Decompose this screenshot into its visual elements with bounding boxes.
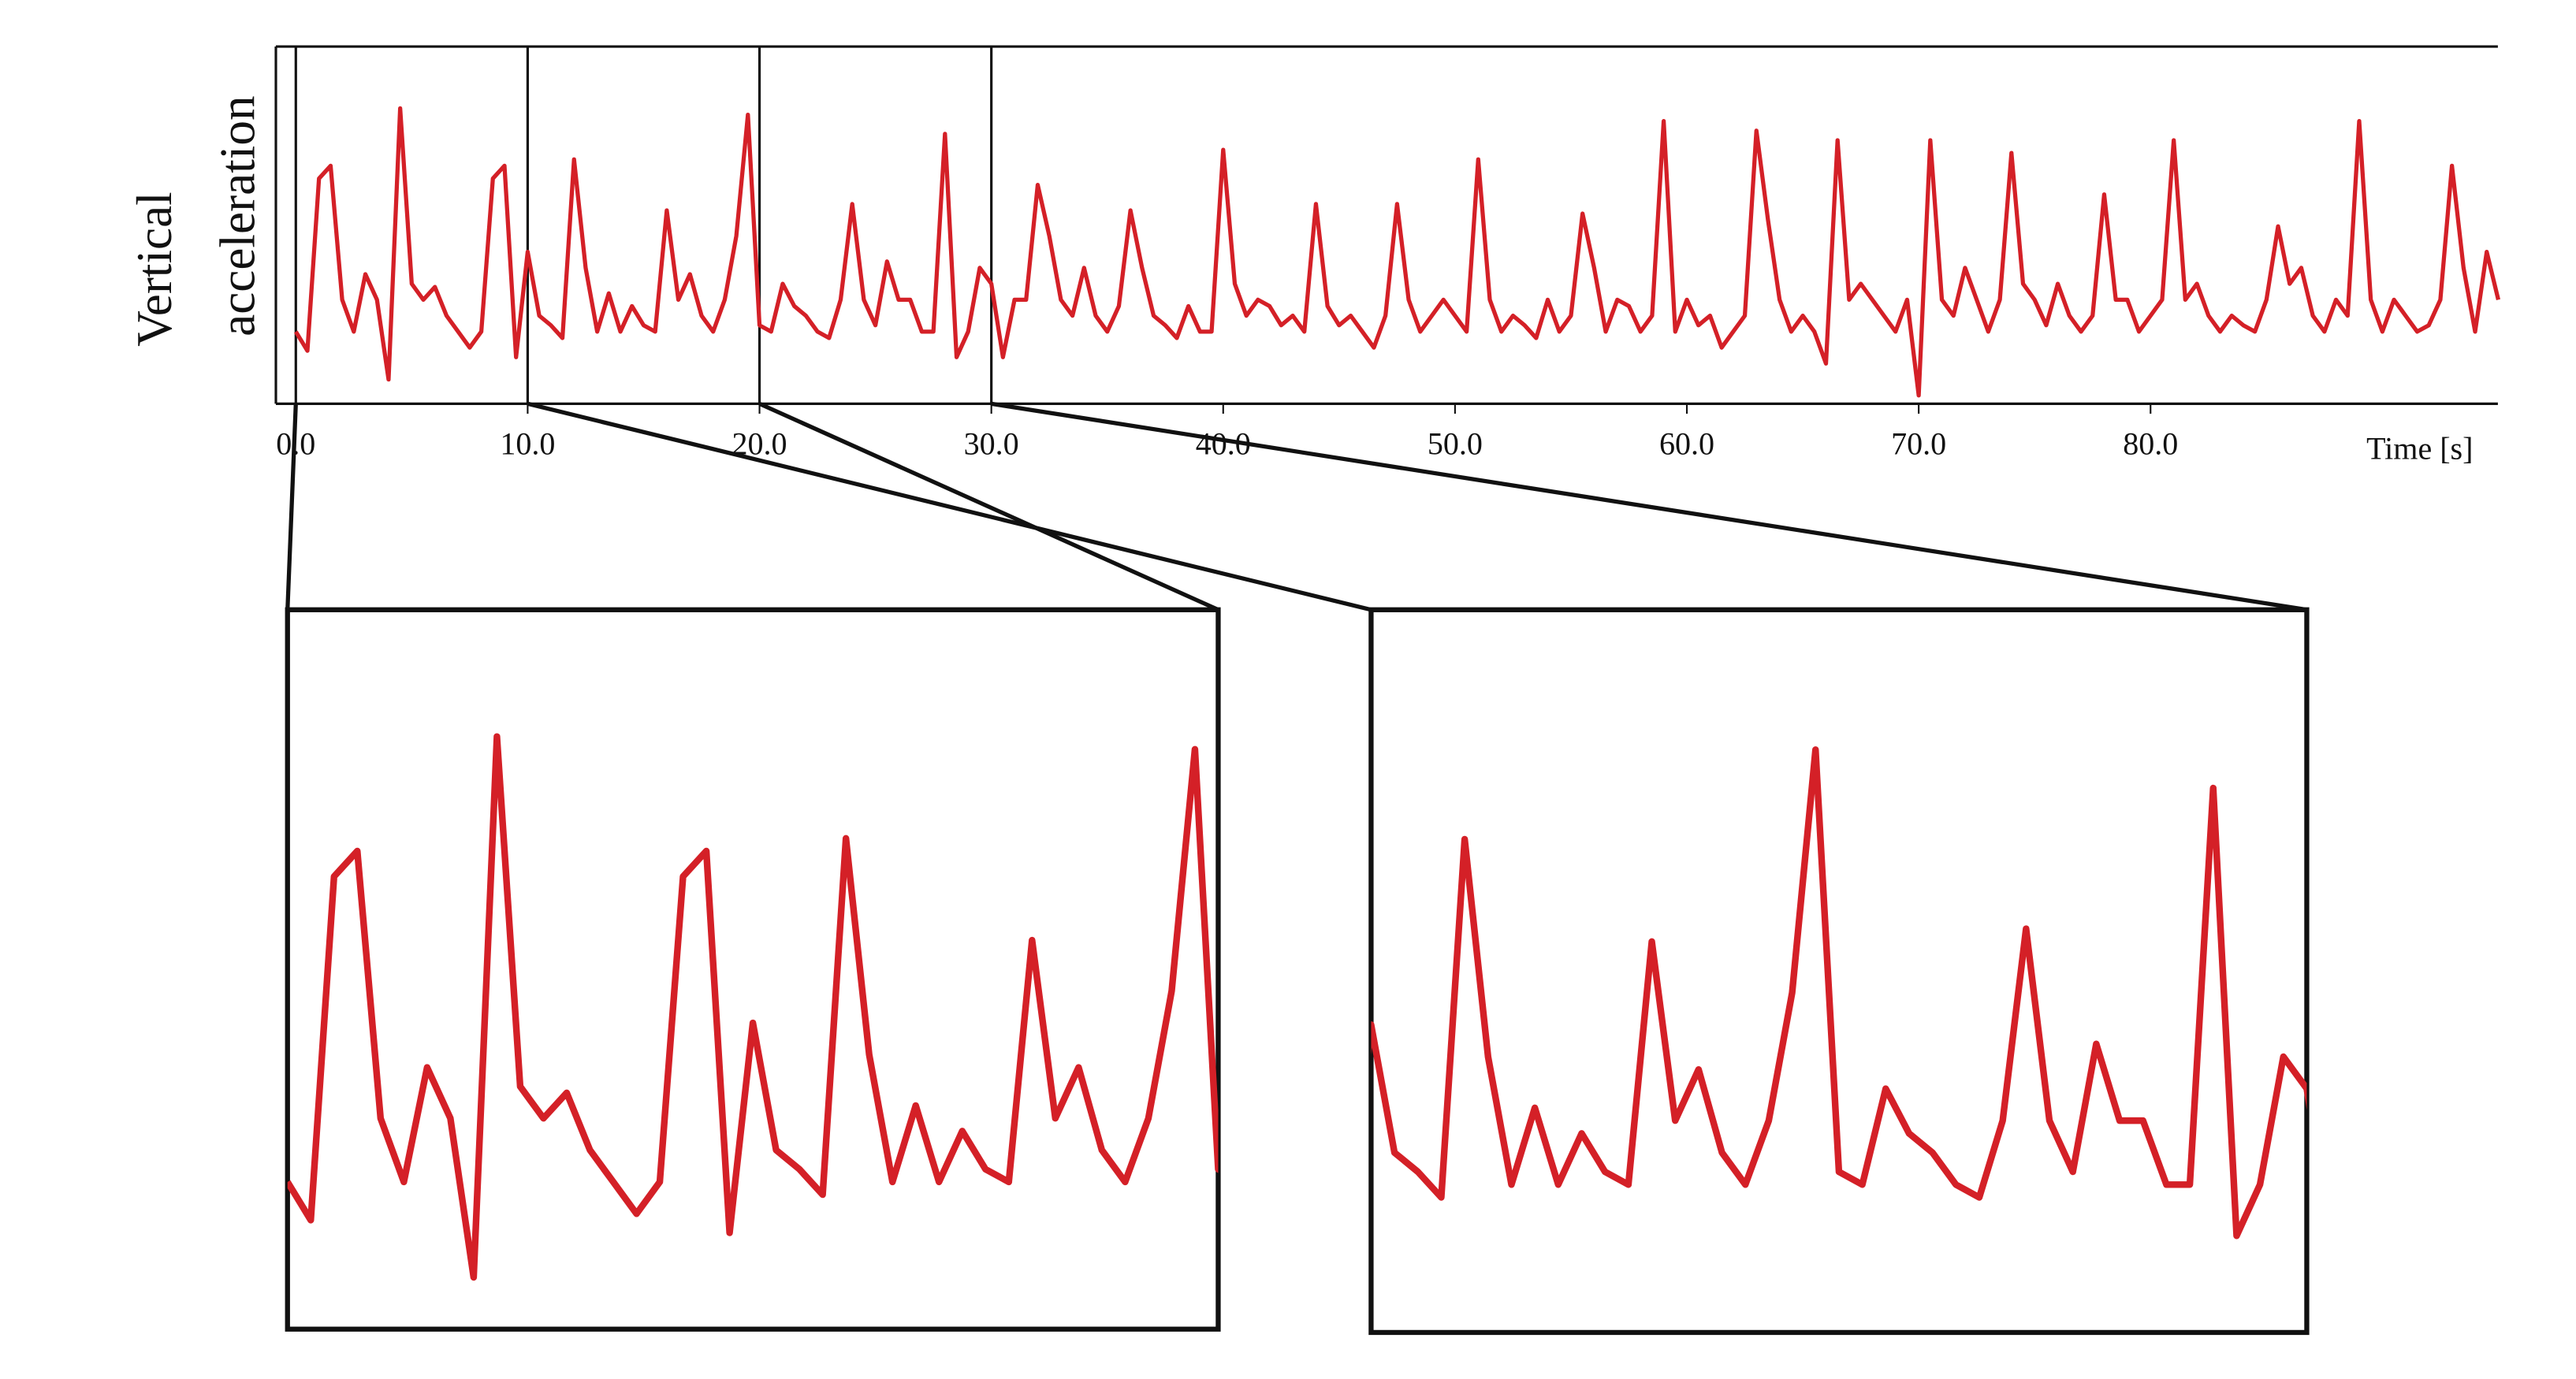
inset-frame xyxy=(285,607,1221,1332)
data-line xyxy=(294,106,2500,398)
zoom-connector xyxy=(991,401,2307,612)
x-axis-label: Time [s] xyxy=(2366,431,2473,466)
inset-line xyxy=(287,733,1219,1281)
x-tick-label: 10.0 xyxy=(500,426,555,461)
x-tick-label: 30.0 xyxy=(964,426,1019,461)
x-tick-label: 50.0 xyxy=(1428,426,1483,461)
inset-line xyxy=(1371,746,2307,1240)
x-tick-label: 60.0 xyxy=(1659,426,1714,461)
y-axis-label: acceleration xyxy=(210,95,265,336)
zoom-connector xyxy=(285,403,298,610)
zoom-connector xyxy=(527,401,1372,612)
zoom-connector xyxy=(758,401,1219,612)
x-tick-label: 70.0 xyxy=(1891,426,1946,461)
x-tick-label: 80.0 xyxy=(2123,426,2178,461)
inset-frame xyxy=(1368,607,2310,1336)
y-axis-label: Vertical xyxy=(127,191,182,347)
